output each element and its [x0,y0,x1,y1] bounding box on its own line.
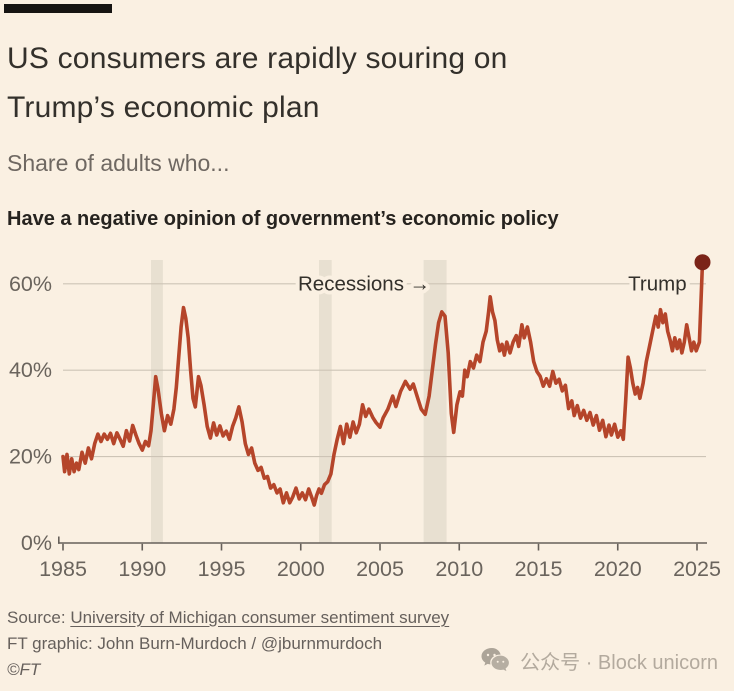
x-tick-label: 2000 [277,557,325,581]
x-tick-label: 1995 [198,557,246,581]
source-link[interactable]: University of Michigan consumer sentimen… [70,608,450,627]
watermark-text: 公众号 · Block unicorn [520,652,718,674]
annotation-recessions: Recessions → [298,272,430,295]
series-line [61,260,705,507]
wechat-icon [481,648,510,672]
x-tick-label: 2025 [673,557,721,581]
x-tick-label: 2005 [356,557,404,581]
credit-line: FT graphic: John Burn-Murdoch / @jburnmu… [7,634,383,653]
ft-top-rule [4,4,112,13]
chart-subtitle: Share of adults who... [7,150,230,176]
x-tick-label: 2015 [515,557,563,581]
x-tick-label: 2010 [435,557,483,581]
y-tick-label: 20% [9,445,52,469]
x-tick-label: 1985 [39,557,87,581]
source-prefix: Source: [7,608,71,627]
y-tick-label: 60% [9,272,52,296]
watermark: 公众号 · Block unicorn [480,646,718,675]
x-tick-label: 2020 [594,557,642,581]
annotation-trump: Trump [628,272,686,295]
x-tick-label: 1990 [118,557,166,581]
latest-value-dot [694,254,711,271]
y-tick-label: 40% [9,358,52,382]
y-tick-label: 0% [21,531,52,555]
series-section-label: Have a negative opinion of government’s … [7,208,559,230]
recession-band [151,260,163,543]
copyright-label: ©FT [7,660,41,679]
recession-band [423,260,447,543]
recession-band [319,260,332,543]
chart-title: US consumers are rapidly souring on Trum… [7,42,508,124]
source-line: Source: University of Michigan consumer … [7,608,449,628]
